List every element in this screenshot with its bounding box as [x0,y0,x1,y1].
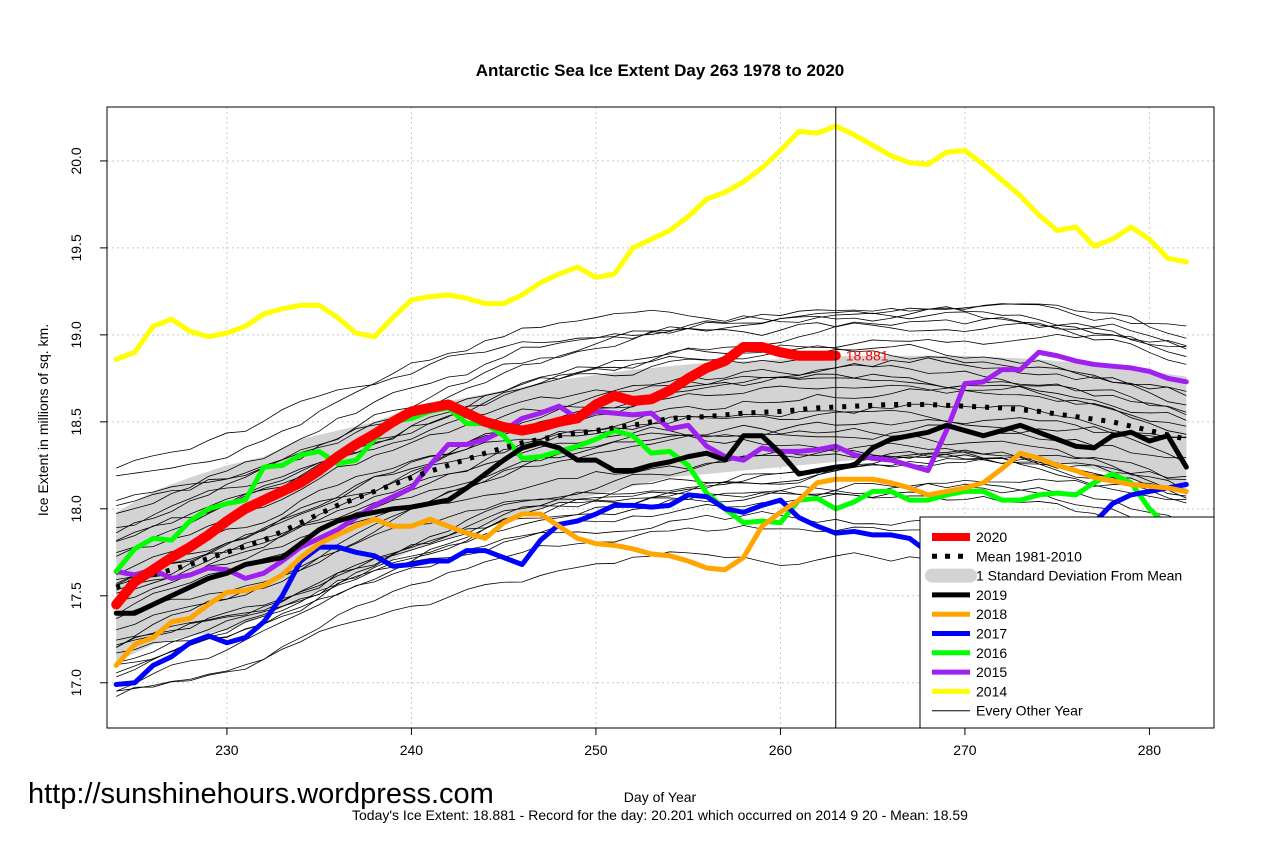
series-line-2014 [113,123,1189,362]
footer-summary: Today's Ice Extent: 18.881 - Record for … [352,807,968,823]
other-year-line [116,322,1187,502]
y-tick-label: 18.5 [68,408,84,435]
legend-label: 2018 [976,606,1007,622]
other-year-line [116,303,1187,514]
x-tick-label: 270 [953,742,977,758]
current-value-label: 18.881 [846,348,889,364]
legend-label: Every Other Year [976,703,1083,719]
y-tick-label: 17.5 [68,582,84,609]
x-tick-label: 240 [400,742,424,758]
other-year-line [116,483,1187,648]
y-axis-label: Ice Extent in millions of sq. km. [35,324,51,516]
y-tick-label: 17.0 [68,669,84,696]
x-tick-label: 230 [215,742,239,758]
other-year-line [116,424,1187,584]
x-axis-label: Day of Year [624,789,697,805]
y-tick-label: 18.0 [68,495,84,522]
series-line-mean-1981-2010 [115,401,1187,590]
y-tick-label: 19.0 [68,321,84,348]
legend-label: Mean 1981-2010 [976,548,1082,564]
legend-label: 2017 [976,626,1007,642]
legend-label: 2014 [976,683,1007,699]
highlighted-series-layer [111,123,1189,688]
x-tick-label: 280 [1138,742,1162,758]
chart-title: Antarctic Sea Ice Extent Day 263 1978 to… [476,61,845,80]
y-axis: 17.0 17.5 18.0 18.5 19.0 19.5 20.0 [68,147,107,696]
other-year-line [116,409,1187,581]
legend: 2020 Mean 1981-2010 1 Standard Deviation F… [919,516,1215,729]
other-year-line [116,486,1187,692]
watermark-url: http://sunshinehours.wordpress.com [28,778,494,810]
other-year-line [116,343,1187,529]
series-line-2015 [113,349,1189,581]
x-tick-label: 260 [769,742,793,758]
series-line-2020 [111,342,841,610]
x-tick-label: 250 [584,742,608,758]
legend-label: 2016 [976,645,1007,661]
series-line-2016 [113,405,1189,574]
other-year-line [116,309,1187,477]
other-year-line [116,334,1187,542]
legend-label: 2015 [976,664,1007,680]
legend-label: 1 Standard Deviation From Mean [976,568,1182,584]
legend-label: 2019 [976,587,1007,603]
other-year-line [116,432,1187,602]
y-tick-label: 19.5 [68,234,84,261]
series-line-2018 [113,450,1189,668]
other-year-line [116,317,1187,554]
series-line-2019 [113,422,1189,616]
legend-label: 2020 [976,529,1007,545]
y-tick-label: 20.0 [68,147,84,174]
x-axis: 230 240 250 260 270 280 [215,727,1162,758]
other-year-line [116,345,1187,507]
